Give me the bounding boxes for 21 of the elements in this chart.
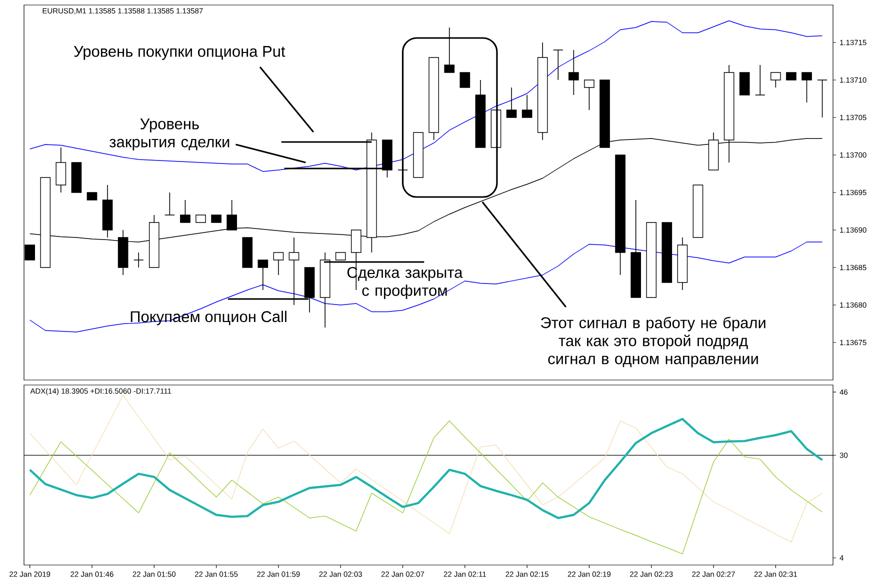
annotation: Этот сигнал в работу не брали так как это второй подряд сигнал в одном направлении	[540, 316, 766, 368]
candlestick	[506, 87, 517, 118]
candlestick	[258, 260, 268, 290]
candlestick	[226, 200, 237, 230]
candlestick	[817, 80, 828, 118]
candlestick	[739, 72, 750, 96]
annotation: Уровень закрытия сделки	[110, 118, 230, 150]
candlestick	[133, 252, 144, 268]
candlestick	[584, 80, 594, 110]
candlestick	[770, 72, 781, 88]
candlestick	[164, 192, 175, 216]
candlestick	[522, 94, 532, 118]
annotation: Уровень покупки опциона Put	[74, 46, 286, 60]
candlestick	[552, 50, 564, 80]
candlestick	[180, 200, 190, 223]
candlestick	[273, 252, 284, 276]
candlestick	[802, 72, 812, 103]
candlestick	[568, 50, 579, 96]
candlestick	[56, 147, 66, 193]
candlestick	[754, 64, 766, 96]
candlestick	[460, 72, 470, 88]
